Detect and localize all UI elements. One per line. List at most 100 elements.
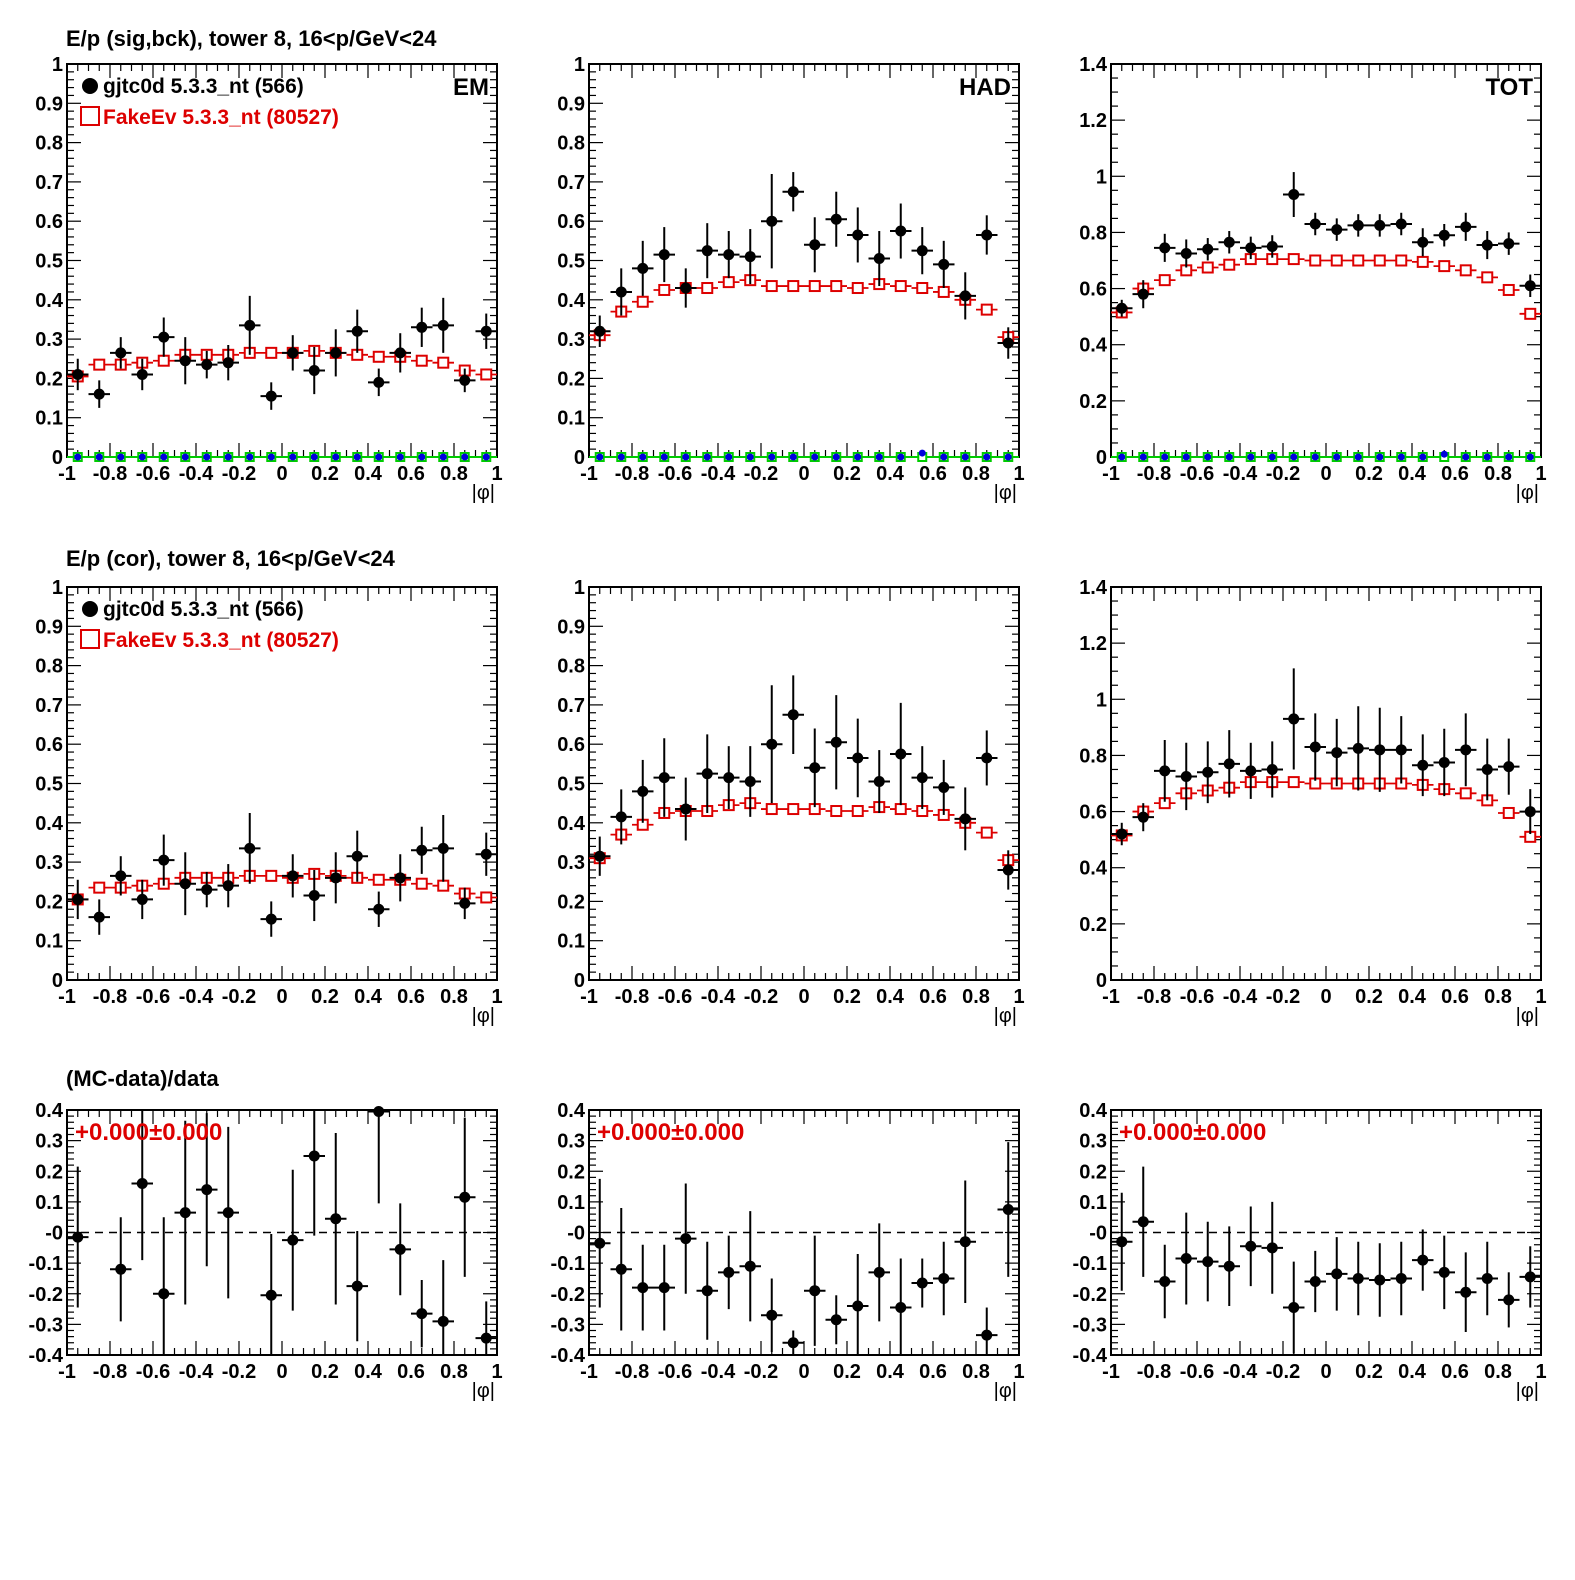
y-tick-label: 0.8: [1079, 745, 1107, 767]
y-tick-label: -0.4: [1073, 1345, 1108, 1367]
y-tick-label: 0.2: [35, 368, 63, 390]
data-point: [981, 1329, 993, 1341]
x-tick-label: -0.4: [1223, 463, 1258, 485]
data-point: [1460, 1286, 1472, 1298]
data-point: [1180, 770, 1192, 782]
legend-mc-label: FakeEv 5.3.3_nt (80527): [103, 106, 339, 129]
panel-label-had: HAD: [959, 74, 1011, 101]
y-tick-label: 0.8: [35, 656, 63, 678]
data-point: [437, 319, 449, 331]
data-point: [1503, 238, 1515, 250]
data-point: [723, 1266, 735, 1278]
x-tick-label: -0.2: [1266, 986, 1300, 1008]
y-tick-label: 0.5: [557, 774, 585, 796]
x-tick-label: 0.8: [440, 463, 468, 485]
background-blue-point: [74, 453, 82, 461]
x-tick-label: 1: [1013, 986, 1024, 1008]
x-tick-label: 0.4: [1398, 463, 1427, 485]
y-tick-label: -0.2: [29, 1284, 63, 1306]
background-blue-point: [375, 453, 383, 461]
panel-7: -1 -0.8 -0.6 -0.4 -0.2 0 0.2 0.4 0.6 0.8 1|φ|-0.4-…: [551, 1100, 1025, 1402]
y-tick-label: 1: [52, 577, 63, 599]
data-point: [938, 1272, 950, 1284]
data-point: [1374, 219, 1386, 231]
x-tick-label: -0.2: [222, 463, 256, 485]
x-tick-label: 0.2: [311, 463, 339, 485]
x-tick-label: 0.6: [397, 463, 425, 485]
background-blue-point: [639, 453, 647, 461]
data-point: [1002, 1204, 1014, 1216]
x-tick-label: 0.2: [1355, 1361, 1383, 1383]
mc-point: [265, 346, 278, 359]
data-point: [916, 1277, 928, 1289]
data-point: [1460, 221, 1472, 233]
mc-point: [1459, 787, 1472, 800]
data-point: [1266, 1242, 1278, 1254]
y-tick-label: 0.1: [35, 931, 63, 953]
panel-label-tot: TOT: [1485, 74, 1533, 101]
x-tick-label: 0.8: [1484, 1361, 1512, 1383]
mc-point: [722, 276, 735, 289]
y-tick-label: -0.1: [29, 1253, 63, 1275]
mc-point: [636, 295, 649, 308]
panel-5: -1 -0.8 -0.6 -0.4 -0.2 0 0.2 0.4 0.6 0.8 1|φ|00.20…: [1079, 577, 1546, 1027]
x-tick-label: -0.4: [701, 1361, 736, 1383]
data-point: [873, 1266, 885, 1278]
mc-point: [894, 280, 907, 293]
y-tick-label: 0.6: [557, 211, 585, 233]
mc-point: [1287, 253, 1300, 266]
x-tick-label: 0.8: [962, 986, 990, 1008]
y-tick-label: 0.7: [557, 695, 585, 717]
data-point: [1352, 1272, 1364, 1284]
mc-point: [1524, 307, 1537, 320]
y-tick-label: -0.1: [551, 1253, 585, 1275]
x-tick-label: 0: [798, 986, 809, 1008]
data-point: [330, 1213, 342, 1225]
y-tick-label: 1: [52, 54, 63, 76]
background-blue-point: [289, 453, 297, 461]
data-point: [809, 1285, 821, 1297]
background-blue-point: [353, 453, 361, 461]
y-tick-label: -0.4: [551, 1345, 586, 1367]
data-point: [437, 842, 449, 854]
panel-label-em: EM: [453, 74, 489, 101]
x-tick-label: 0.6: [919, 463, 947, 485]
plot-frame: [588, 586, 1020, 981]
data-point: [723, 249, 735, 261]
y-tick-label: 0.2: [557, 1161, 585, 1183]
legend-data-label: gjtc0d 5.3.3_nt (566): [103, 598, 304, 621]
data-point: [1266, 240, 1278, 252]
y-tick-label: 0.7: [35, 695, 63, 717]
panel-8: -1 -0.8 -0.6 -0.4 -0.2 0 0.2 0.4 0.6 0.8 1|φ|-0.4-…: [1073, 1100, 1547, 1402]
ratio-summary-text: +0.000±0.000: [1119, 1119, 1266, 1146]
data-point: [680, 282, 692, 294]
data-point: [1288, 189, 1300, 201]
data-point: [938, 258, 950, 270]
data-point: [416, 321, 428, 333]
background-blue-point: [1139, 453, 1147, 461]
y-tick-label: 0.6: [1079, 279, 1107, 301]
y-tick-label: 0.7: [557, 172, 585, 194]
background-blue-point: [725, 453, 733, 461]
data-point: [637, 262, 649, 274]
mc-point: [1352, 254, 1365, 267]
x-tick-label: 0.6: [919, 1361, 947, 1383]
data-point: [637, 785, 649, 797]
data-point: [594, 325, 606, 337]
x-tick-label: 0.6: [397, 986, 425, 1008]
mc-point: [980, 826, 993, 839]
y-tick-label: 0.9: [35, 616, 63, 638]
background-blue-point: [832, 453, 840, 461]
data-point: [93, 911, 105, 923]
mc-point: [265, 869, 278, 882]
x-tick-label: 1: [491, 1361, 502, 1383]
data-point: [959, 1236, 971, 1248]
background-blue-point: [224, 453, 232, 461]
mc-point: [830, 280, 843, 293]
data-point: [158, 1288, 170, 1300]
data-point: [1245, 242, 1257, 254]
data-point: [373, 1106, 385, 1118]
data-point: [959, 813, 971, 825]
data-point: [136, 893, 148, 905]
